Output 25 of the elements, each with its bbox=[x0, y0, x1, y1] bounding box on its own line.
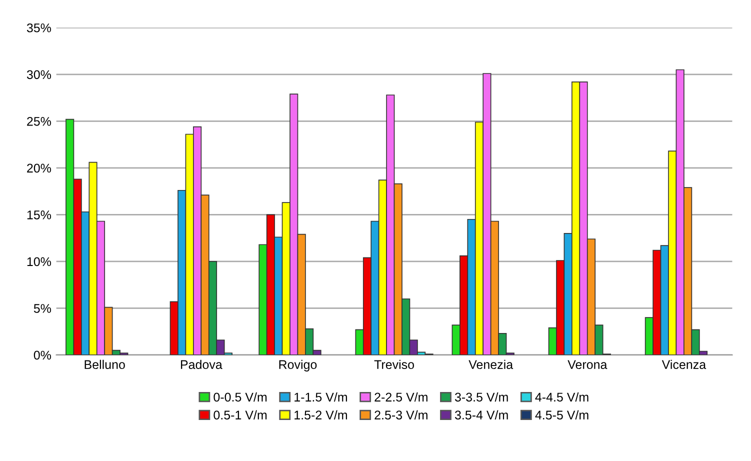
y-tick-label: 5% bbox=[34, 304, 52, 313]
x-tick-label: Treviso bbox=[374, 360, 414, 370]
legend-label: 2-2.5 V/m bbox=[374, 392, 428, 402]
x-tick-label: Rovigo bbox=[279, 360, 317, 372]
y-tick-label: 0% bbox=[34, 350, 52, 360]
x-tick-label: Vicenza bbox=[662, 360, 706, 370]
legend-label: 4.5-5 V/m bbox=[535, 410, 588, 420]
legend-label: 0.5-1 V/m bbox=[214, 410, 267, 420]
x-tick-label: Verona bbox=[568, 360, 608, 370]
legend-label: 2.5-3 V/m bbox=[374, 410, 428, 420]
y-tick-label: 30% bbox=[26, 70, 52, 80]
y-tick-label: 15% bbox=[27, 210, 52, 220]
y-tick-label: 20% bbox=[27, 164, 52, 173]
x-tick-label: Venezia bbox=[468, 360, 514, 370]
legend-label: 1.5-2 V/m bbox=[294, 410, 347, 420]
x-tick-label: Padova bbox=[180, 360, 222, 370]
y-tick-label: 25% bbox=[27, 116, 52, 126]
y-tick-label: 10% bbox=[27, 257, 52, 266]
y-tick-label: 35% bbox=[26, 23, 52, 32]
legend-label: 3.5-4 V/m bbox=[454, 410, 508, 420]
legend-label: 4-4.5 V/m bbox=[535, 392, 588, 402]
legend-label: 0-0.5 V/m bbox=[214, 392, 267, 402]
legend-label: 3-3.5 V/m bbox=[454, 392, 508, 402]
x-tick-label: Belluno bbox=[84, 360, 125, 370]
legend-label: 1-1.5 V/m bbox=[294, 392, 347, 402]
